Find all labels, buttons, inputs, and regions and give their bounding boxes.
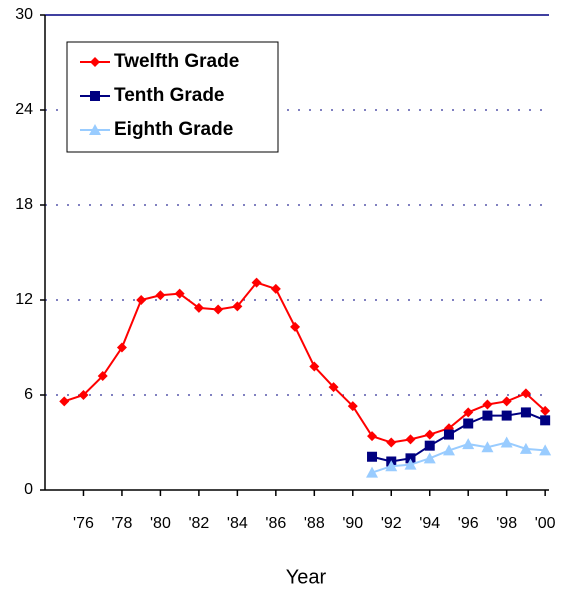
- x-tick-label: '82: [188, 515, 209, 532]
- marker: [347, 401, 358, 412]
- marker: [424, 429, 435, 440]
- marker: [193, 302, 204, 313]
- x-tick-label: '78: [112, 515, 133, 532]
- series-line: [371, 441, 546, 474]
- marker: [482, 399, 493, 410]
- series-line: [371, 411, 546, 463]
- legend-label: Eighth Grade: [114, 119, 233, 140]
- marker: [270, 283, 281, 294]
- x-tick-label: '86: [265, 515, 286, 532]
- marker: [501, 410, 512, 421]
- marker: [116, 342, 127, 353]
- legend-marker: [89, 124, 101, 135]
- marker: [405, 434, 416, 445]
- y-tick-label: 30: [15, 6, 33, 23]
- y-tick-label: 12: [15, 291, 33, 308]
- marker: [59, 396, 70, 407]
- x-tick-label: '90: [342, 515, 363, 532]
- y-tick-label: 6: [24, 386, 33, 403]
- marker: [385, 460, 398, 472]
- marker: [78, 390, 89, 400]
- marker: [97, 371, 108, 381]
- x-tick-label: '88: [304, 515, 325, 532]
- marker: [462, 438, 475, 450]
- marker: [481, 441, 494, 453]
- marker: [519, 442, 532, 454]
- legend-marker: [90, 57, 100, 67]
- x-tick-label: '76: [73, 515, 94, 532]
- x-tick-label: '00: [535, 515, 556, 532]
- marker: [136, 295, 147, 305]
- x-tick-label: '84: [227, 515, 248, 532]
- marker: [500, 436, 513, 448]
- x-tick-label: '98: [496, 515, 517, 532]
- marker: [443, 429, 454, 440]
- marker: [213, 304, 224, 315]
- marker: [520, 388, 531, 399]
- y-tick-label: 18: [15, 196, 33, 213]
- x-tick-label: '92: [381, 515, 402, 532]
- marker: [232, 301, 243, 312]
- marker: [251, 277, 262, 288]
- x-axis-title: Year: [286, 566, 327, 588]
- legend-marker: [90, 91, 100, 101]
- marker: [424, 440, 435, 451]
- marker: [539, 444, 552, 456]
- x-tick-label: '96: [458, 515, 479, 532]
- marker: [386, 437, 397, 448]
- marker: [520, 407, 531, 418]
- marker: [540, 405, 551, 416]
- marker: [328, 382, 339, 393]
- legend-label: Tenth Grade: [114, 85, 225, 106]
- marker: [155, 290, 166, 301]
- y-tick-label: 0: [24, 481, 33, 498]
- legend-label: Twelfth Grade: [114, 51, 239, 72]
- marker: [482, 410, 493, 421]
- x-tick-label: '80: [150, 515, 171, 532]
- x-tick-label: '94: [419, 515, 440, 532]
- marker: [309, 361, 320, 372]
- marker: [367, 451, 378, 462]
- marker: [405, 453, 416, 464]
- legend: Twelfth Grade Tenth Grade Eighth Grade: [66, 41, 279, 153]
- y-tick-label: 24: [15, 101, 33, 118]
- marker: [404, 458, 417, 470]
- marker: [442, 444, 455, 456]
- marker: [290, 321, 301, 332]
- marker: [463, 418, 474, 429]
- marker: [540, 415, 551, 426]
- marker: [423, 452, 436, 464]
- marker: [501, 396, 512, 407]
- marker: [367, 431, 378, 442]
- marker: [463, 407, 474, 418]
- marker: [174, 288, 185, 299]
- marker: [366, 466, 379, 478]
